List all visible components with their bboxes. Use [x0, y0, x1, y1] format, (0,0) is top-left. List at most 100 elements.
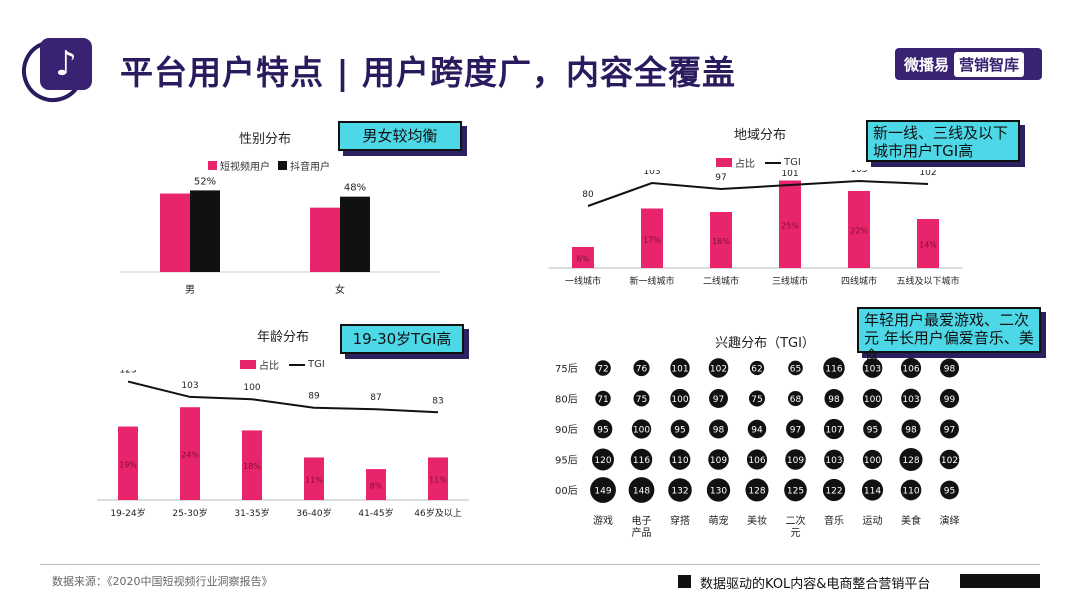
legend-swatch: [278, 161, 287, 170]
tgi-value-label: 103: [181, 381, 198, 391]
tgi-value: 98: [713, 426, 725, 436]
tgi-value: 75: [636, 395, 647, 405]
x-tick-label: 46岁及以上: [414, 507, 461, 519]
tgi-bubble: [593, 419, 613, 439]
page-title: 平台用户特点 | 用户跨度广，内容全覆盖: [120, 53, 737, 92]
legend-line: [765, 161, 781, 164]
tgi-bubble: [745, 478, 769, 502]
tgi-bubble: [940, 480, 959, 500]
bar: [428, 457, 448, 500]
tgi-value: 103: [902, 395, 919, 405]
tgi-value: 62: [751, 365, 762, 375]
tgi-bubble: [709, 389, 728, 408]
tgi-bubble: [670, 358, 690, 378]
tgi-bubble: [939, 358, 960, 378]
tgi-value: 100: [671, 395, 688, 405]
tgi-value: 148: [633, 487, 650, 497]
tgi-bubble: [861, 479, 884, 501]
tgi-value-label: 87: [370, 393, 381, 403]
bar-value-label: 11%: [305, 476, 323, 485]
bar-value-label: 6%: [577, 255, 590, 264]
tgi-bubble: [900, 479, 922, 501]
bar-value-label: 22%: [850, 227, 868, 236]
column-label: 美食: [901, 514, 921, 527]
footer-divider: [40, 564, 1040, 565]
tgi-value-label: 105: [850, 170, 867, 175]
tgi-value: 116: [825, 365, 842, 375]
column-label: 元: [791, 528, 801, 537]
tgi-value-label: 103: [643, 170, 660, 177]
legend-label: 占比: [259, 361, 279, 372]
brand-sub: 营销智库: [954, 51, 1025, 77]
x-tick-label: 新一线城市: [629, 275, 674, 287]
tgi-value: 100: [864, 456, 881, 466]
tgi-bubble: [862, 388, 883, 409]
bar-value-label: 17%: [643, 235, 661, 244]
tgi-bubble: [862, 358, 883, 378]
tgi-value: 103: [825, 456, 842, 466]
bar: [779, 180, 801, 268]
tgi-value: 132: [671, 487, 688, 497]
legend-label: 抖音用户: [290, 162, 330, 173]
tgi-value: 76: [636, 365, 648, 375]
tgi-value: 68: [790, 395, 802, 405]
tgi-bubble: [787, 390, 804, 407]
brand-badge: 微播易 营销智库: [895, 48, 1042, 80]
column-label: 二次: [786, 514, 806, 527]
tgi-bubble: [823, 418, 845, 440]
bar-value-label: 11%: [429, 476, 447, 485]
tgi-value: 102: [710, 365, 727, 375]
tgi-value-label: 97: [715, 173, 726, 183]
bar-value-label: 8%: [370, 482, 383, 491]
tgi-value-label: 101: [781, 170, 798, 179]
tgi-value: 120: [594, 456, 611, 466]
bar: [641, 208, 663, 268]
column-label: 运动: [863, 515, 883, 527]
tgi-value-label: 123: [119, 370, 136, 376]
tgi-bubble: [749, 360, 765, 376]
bar-value-label: 16%: [712, 237, 730, 246]
tgi-value-label: 80: [582, 190, 594, 200]
tgi-value: 97: [944, 426, 955, 436]
x-tick-label: 25-30岁: [172, 507, 207, 519]
tgi-value: 149: [594, 487, 611, 497]
tgi-value: 103: [864, 365, 881, 375]
tgi-value: 128: [902, 456, 919, 466]
tgi-value: 101: [671, 365, 688, 375]
data-label: 52%: [194, 176, 216, 187]
tgi-bubble: [633, 390, 650, 407]
tgi-bubble: [708, 419, 729, 439]
legend-swatch: [716, 158, 732, 167]
tgi-bubble: [706, 478, 731, 502]
column-label: 演绎: [940, 514, 960, 527]
x-tick-label: 男: [185, 284, 195, 296]
tgi-bubble: [670, 388, 690, 409]
tgi-bubble: [939, 449, 960, 470]
tgi-value: 110: [671, 456, 688, 466]
bar-value-label: 19%: [119, 460, 137, 469]
tgi-bubble: [939, 388, 960, 409]
tgi-bubble: [823, 357, 845, 379]
bar: [710, 212, 732, 268]
tgi-value: 97: [713, 395, 724, 405]
tgi-bubble: [630, 448, 653, 471]
bar: [242, 430, 262, 500]
tgi-bubble: [708, 449, 729, 470]
tgi-bubble: [824, 388, 844, 409]
bar: [917, 219, 939, 268]
legend-label: 占比: [735, 159, 755, 170]
x-tick-label: 四线城市: [841, 275, 877, 287]
legend-swatch: [240, 360, 256, 369]
tgi-bubble: [940, 419, 959, 439]
bar-douyin: [190, 190, 220, 272]
gender-callout: 男女较均衡: [338, 121, 462, 151]
bar: [572, 247, 594, 268]
legend-label: TGI: [784, 157, 801, 168]
column-label: 美妆: [747, 514, 767, 527]
tgi-value: 100: [864, 395, 881, 405]
age-legend: 占比 TGI: [240, 357, 325, 372]
tgi-value: 97: [790, 426, 801, 436]
age-callout: 19-30岁TGI高: [340, 324, 464, 354]
tgi-value: 95: [597, 426, 608, 436]
legend-label: 短视频用户: [220, 162, 270, 173]
